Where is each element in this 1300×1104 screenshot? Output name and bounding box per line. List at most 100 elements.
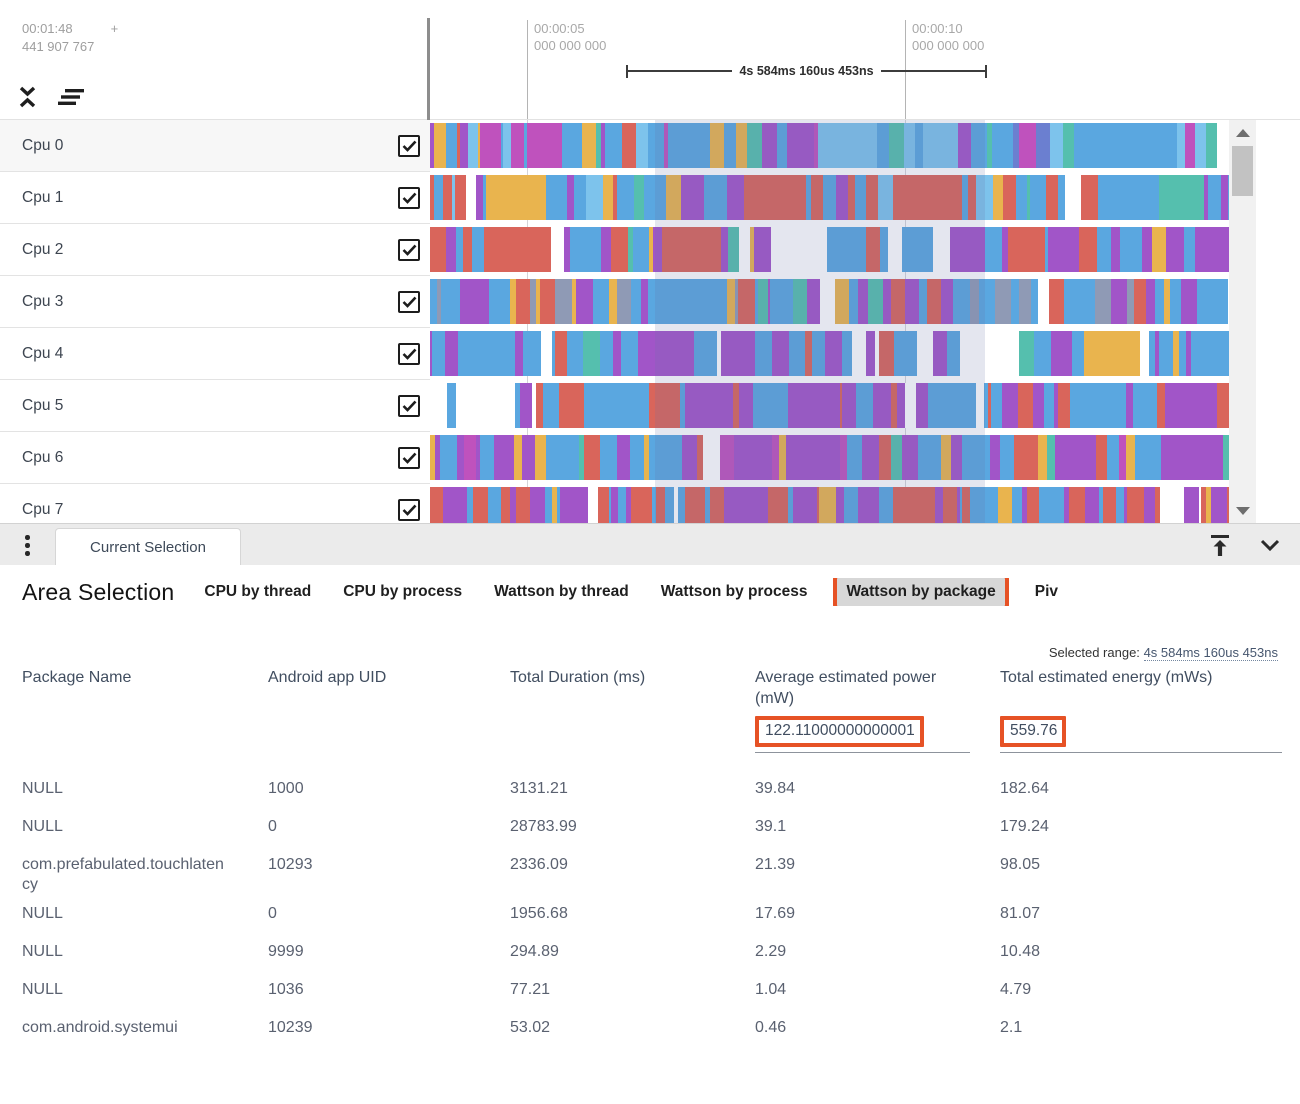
- column-header-total-duration[interactable]: Total Duration (ms): [510, 669, 646, 686]
- table-row: NULL 1036 77.21 1.04 4.79: [0, 971, 1300, 1009]
- table-cell: 179.24: [1000, 818, 1049, 835]
- cpu-sched-track[interactable]: [430, 484, 1229, 523]
- cpu-sched-track[interactable]: [430, 172, 1229, 224]
- track-label-cell[interactable]: Cpu 1: [0, 172, 430, 224]
- cpu-sched-track[interactable]: [430, 120, 1229, 172]
- selected-range-value[interactable]: 4s 584ms 160us 453ns: [1143, 645, 1278, 661]
- ruler-tick-label: 00:00:10 000 000 000: [912, 21, 985, 53]
- table-cell: 21.39: [755, 856, 796, 873]
- panel-title: Area Selection: [22, 578, 175, 605]
- table-cell: 2336.09: [510, 856, 568, 873]
- expand-panel-to-top-icon[interactable]: [1208, 532, 1232, 558]
- track-checkbox[interactable]: [398, 134, 420, 157]
- column-header-android-app-uid[interactable]: Android app UID: [268, 669, 387, 686]
- table-cell: 17.69: [755, 905, 796, 922]
- table-cell: 39.84: [755, 780, 796, 797]
- tab-current-selection-label: Current Selection: [90, 538, 206, 556]
- table-cell: NULL: [22, 780, 63, 797]
- table-cell: 53.02: [510, 1019, 551, 1036]
- track-name: Cpu 1: [22, 188, 64, 206]
- column-header-package-name[interactable]: Package Name: [22, 669, 132, 686]
- panel-tab-wattson-by-thread[interactable]: Wattson by thread: [494, 583, 629, 600]
- track-label-cell[interactable]: Cpu 5: [0, 380, 430, 432]
- panel-tab-cpu-by-thread[interactable]: CPU by thread: [204, 583, 312, 600]
- table-cell: com.android.systemui: [22, 1019, 178, 1036]
- track-checkbox[interactable]: [398, 394, 420, 417]
- track-checkbox[interactable]: [398, 342, 420, 365]
- table-cell: 1.04: [755, 981, 787, 998]
- track-name: Cpu 5: [22, 396, 64, 414]
- track-name: Cpu 7: [22, 500, 64, 518]
- track-panel-divider[interactable]: [427, 18, 430, 120]
- panel-tab-wattson-by-package[interactable]: Wattson by package: [833, 578, 1009, 606]
- track-label-cell[interactable]: Cpu 0: [0, 120, 430, 172]
- table-row: NULL 1000 3131.21 39.84 182.64: [0, 770, 1300, 808]
- timestamp-ns: 441 907 767: [22, 39, 95, 54]
- panel-menu-icon[interactable]: [21, 533, 34, 558]
- scroll-down-arrow[interactable]: [1236, 507, 1250, 515]
- table-cell: NULL: [22, 905, 63, 922]
- scrollbar-thumb[interactable]: [1232, 146, 1253, 196]
- track-label-cell[interactable]: Cpu 2: [0, 224, 430, 276]
- ruler-tick: [905, 20, 906, 119]
- table-cell: 39.1: [755, 818, 787, 835]
- track-checkbox[interactable]: [398, 290, 420, 313]
- track-list: Cpu 0 Cpu 1 Cpu 2 Cpu 3 Cpu 4 Cpu 5 Cpu 6 Cpu 7: [0, 120, 1300, 523]
- cpu-track-row: Cpu 4: [0, 328, 1300, 380]
- table-cell: 0.46: [755, 1019, 787, 1036]
- table-cell: 294.89: [510, 943, 559, 960]
- area-selection-overlay[interactable]: [655, 120, 985, 523]
- sort-tracks-icon[interactable]: [57, 86, 85, 108]
- track-name: Cpu 0: [22, 136, 64, 154]
- cpu-sched-track[interactable]: [430, 328, 1229, 380]
- selection-duration-label: 4s 584ms 160us 453ns: [739, 64, 874, 78]
- panel-tab-piv[interactable]: Piv: [1034, 583, 1059, 600]
- table-cell: 1000: [268, 780, 304, 797]
- cpu-sched-track[interactable]: [430, 224, 1229, 276]
- track-label-cell[interactable]: Cpu 4: [0, 328, 430, 380]
- tracks-scrollbar[interactable]: [1229, 120, 1256, 523]
- collapse-panel-chevron-icon[interactable]: [1258, 533, 1282, 557]
- timestamp-plus: +: [110, 21, 119, 36]
- selected-range: Selected range: 4s 584ms 160us 453ns: [1049, 645, 1278, 661]
- table-cell: 1036: [268, 981, 304, 998]
- summary-total-energy-value: 559.76: [1000, 716, 1067, 747]
- panel-tab-cpu-by-process[interactable]: CPU by process: [343, 583, 463, 600]
- panel-tab-wattson-by-process[interactable]: Wattson by process: [660, 583, 808, 600]
- track-checkbox[interactable]: [398, 446, 420, 469]
- table-cell: 81.07: [1000, 905, 1041, 922]
- cpu-sched-track[interactable]: [430, 380, 1229, 432]
- tab-current-selection[interactable]: Current Selection: [55, 528, 241, 565]
- table-cell: NULL: [22, 943, 63, 960]
- cpu-track-row: Cpu 0: [0, 120, 1300, 172]
- track-checkbox[interactable]: [398, 186, 420, 209]
- track-checkbox[interactable]: [398, 498, 420, 521]
- column-header-average-power[interactable]: Average estimated power (mW): [755, 669, 937, 707]
- table-cell: 0: [268, 818, 277, 835]
- details-panel-tabstrip: Current Selection: [0, 523, 1300, 565]
- table-cell: 10293: [268, 856, 313, 873]
- cpu-track-row: Cpu 7: [0, 484, 1300, 523]
- table-row: com.prefabulated.touchlatency 10293 2336.0…: [0, 846, 1300, 895]
- cpu-sched-track[interactable]: [430, 276, 1229, 328]
- table-row: NULL 9999 294.89 2.29 10.48: [0, 933, 1300, 971]
- scroll-up-arrow[interactable]: [1236, 129, 1250, 137]
- track-name: Cpu 3: [22, 292, 64, 310]
- timeline-ruler[interactable]: 00:01:48 + 441 907 767 00:00:05 000 000 00…: [0, 0, 1300, 120]
- selection-duration-bracket: 4s 584ms 160us 453ns: [626, 64, 988, 78]
- ruler-tick-label: 00:00:05 000 000 000: [534, 21, 607, 53]
- table-cell: 77.21: [510, 981, 551, 998]
- table-row: NULL 0 28783.99 39.1 179.24: [0, 808, 1300, 846]
- collapse-tracks-icon[interactable]: [16, 84, 39, 110]
- column-header-total-energy[interactable]: Total estimated energy (mWs): [1000, 669, 1213, 686]
- track-label-cell[interactable]: Cpu 6: [0, 432, 430, 484]
- track-label-cell[interactable]: Cpu 3: [0, 276, 430, 328]
- timestamp-hms: 00:01:48: [22, 21, 73, 36]
- cpu-track-row: Cpu 5: [0, 380, 1300, 432]
- track-name: Cpu 6: [22, 448, 64, 466]
- cpu-sched-track[interactable]: [430, 432, 1229, 484]
- wattson-package-table: Package Name Android app UID Total Durat…: [0, 667, 1300, 1047]
- table-cell: 2.1: [1000, 1019, 1023, 1036]
- track-checkbox[interactable]: [398, 238, 420, 261]
- track-label-cell[interactable]: Cpu 7: [0, 484, 430, 523]
